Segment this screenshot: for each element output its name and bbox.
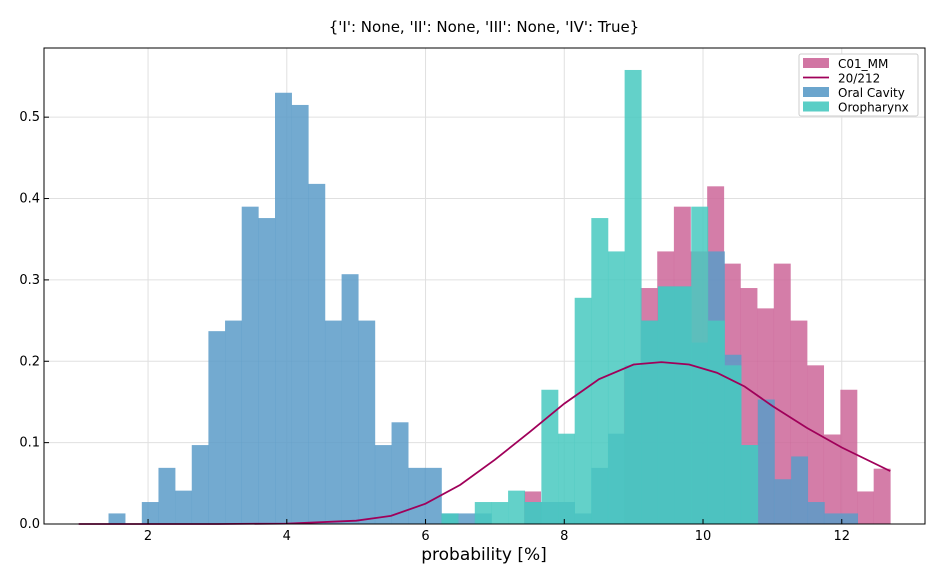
x-tick-label: 8 xyxy=(560,529,568,544)
bar-series-3 xyxy=(691,206,709,524)
legend-box xyxy=(798,53,919,117)
bar-series-0 xyxy=(807,365,825,524)
bar-series-2 xyxy=(791,456,809,524)
plot-frame xyxy=(43,47,926,525)
legend-swatch xyxy=(803,101,829,112)
bar-series-3 xyxy=(624,69,642,524)
y-tick-label: 0.4 xyxy=(19,192,40,207)
x-tick-label: 10 xyxy=(695,529,712,544)
bar-series-3 xyxy=(441,513,459,524)
bar-series-2 xyxy=(807,502,825,524)
bar-series-3 xyxy=(707,320,725,524)
bar-series-2 xyxy=(841,513,859,524)
x-tick-label: 4 xyxy=(283,529,291,544)
bar-series-2 xyxy=(391,422,409,524)
bar-series-3 xyxy=(607,251,625,524)
legend-label: 20/212 xyxy=(838,72,880,86)
bar-series-3 xyxy=(641,320,659,524)
bar-series-2 xyxy=(225,320,243,524)
bar-series-2 xyxy=(408,467,426,524)
bar-series-2 xyxy=(374,445,392,524)
bar-series-2 xyxy=(824,513,842,524)
legend-label: Oropharynx xyxy=(838,101,909,115)
bar-series-3 xyxy=(491,502,509,524)
bar-series-2 xyxy=(757,399,775,524)
bar-series-2 xyxy=(158,467,176,524)
density-curve xyxy=(78,361,891,525)
bar-series-2 xyxy=(241,206,259,524)
bar-series-3 xyxy=(741,445,759,524)
y-tick-label: 0.1 xyxy=(19,436,40,451)
line-series-1 xyxy=(78,361,891,525)
bar-series-0 xyxy=(840,389,858,524)
bar-series-3 xyxy=(524,502,542,524)
bar-series-2 xyxy=(191,445,209,524)
bar-series-0 xyxy=(873,468,891,524)
chart-title: {'I': None, 'II': None, 'III': None, 'IV… xyxy=(329,18,639,36)
legend-label: Oral Cavity xyxy=(838,86,905,100)
x-tick-label: 2 xyxy=(144,529,152,544)
bar-series-3 xyxy=(574,297,592,524)
y-tick-label: 0.2 xyxy=(19,354,40,369)
bar-series-2 xyxy=(208,331,226,524)
bar-series-3 xyxy=(474,502,492,524)
bar-series-3 xyxy=(674,286,692,524)
bar-series-2 xyxy=(341,274,359,524)
y-axis-ticks: 0.0 0.1 0.2 0.3 0.4 0.5 xyxy=(19,110,49,532)
x-tick-label: 6 xyxy=(421,529,429,544)
bar-series-2 xyxy=(324,320,342,524)
x-tick-label: 12 xyxy=(833,529,850,544)
bar-series-3 xyxy=(508,490,526,524)
legend-swatch xyxy=(803,87,829,97)
histogram-bars xyxy=(108,69,891,525)
bar-series-2 xyxy=(258,218,276,525)
bar-series-2 xyxy=(291,104,309,524)
x-axis-ticks: 2 4 6 8 10 12 xyxy=(144,519,850,544)
bar-series-2 xyxy=(108,513,126,524)
bar-series-2 xyxy=(358,320,376,524)
bar-series-2 xyxy=(275,92,292,524)
bar-series-2 xyxy=(424,467,442,524)
bar-series-3 xyxy=(541,389,559,524)
bar-series-3 xyxy=(591,218,609,525)
y-tick-label: 0.5 xyxy=(19,110,40,125)
bar-series-0 xyxy=(857,491,874,524)
bar-series-3 xyxy=(657,286,675,524)
bar-series-2 xyxy=(308,183,326,524)
legend-label: C01_MM xyxy=(838,57,888,71)
bar-series-0 xyxy=(823,434,841,524)
bar-series-2 xyxy=(175,490,193,524)
legend-swatch xyxy=(803,58,829,68)
y-tick-label: 0.3 xyxy=(19,273,40,288)
bar-series-3 xyxy=(558,433,575,524)
bar-series-2 xyxy=(774,479,792,524)
bar-series-3 xyxy=(724,365,742,524)
bar-series-2 xyxy=(141,502,159,524)
bar-series-0 xyxy=(773,263,791,524)
y-tick-label: 0.0 xyxy=(19,517,40,532)
x-axis-label: probability [%] xyxy=(421,545,547,565)
bar-series-2 xyxy=(458,513,476,524)
